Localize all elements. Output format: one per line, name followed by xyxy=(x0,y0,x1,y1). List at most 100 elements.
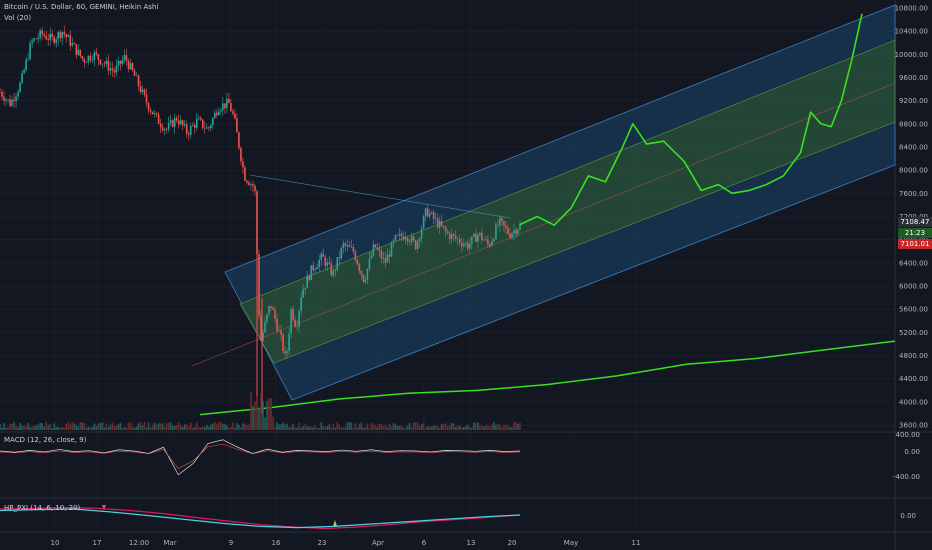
volume-bar xyxy=(310,426,312,430)
volume-label[interactable]: Vol (20) xyxy=(4,14,32,22)
candle-body xyxy=(501,218,503,222)
candle-body xyxy=(434,218,437,219)
candle-body xyxy=(87,55,90,63)
candle-body xyxy=(266,314,268,322)
volume-bar xyxy=(519,422,521,430)
candle-body xyxy=(479,232,481,235)
volume-bar xyxy=(477,422,479,430)
volume-bar xyxy=(380,423,383,430)
candle-body xyxy=(254,185,256,192)
ma-line xyxy=(199,340,896,416)
candle-body xyxy=(11,99,13,106)
moving-average-line xyxy=(199,340,896,416)
candle-body xyxy=(284,351,286,354)
volume-bar xyxy=(511,427,513,430)
volume-bar xyxy=(406,425,409,430)
macd-line xyxy=(0,439,521,476)
candle-body xyxy=(489,243,491,246)
candle-body xyxy=(167,123,170,130)
time-tick: 20 xyxy=(508,539,517,547)
candle-body xyxy=(374,244,377,248)
candle-body xyxy=(141,89,144,93)
candle-body xyxy=(145,94,148,104)
volume-bar xyxy=(320,422,323,430)
candle-body xyxy=(258,253,260,317)
time-tick: 11 xyxy=(632,539,641,547)
candle-body xyxy=(197,118,200,120)
macd-axis[interactable]: 400.00 0.00 -400.00 xyxy=(893,431,920,481)
volume-bar xyxy=(464,425,467,430)
hp-teal-line xyxy=(0,508,521,529)
candle-body xyxy=(400,233,403,237)
candle-body xyxy=(334,270,337,271)
volume-bar xyxy=(270,397,272,430)
candle-body xyxy=(380,250,383,259)
macd-tick: 400.00 xyxy=(896,431,921,439)
volume-bar xyxy=(426,425,429,430)
candle-body xyxy=(101,63,104,65)
candle-body xyxy=(320,253,323,260)
candle-body xyxy=(183,124,186,126)
candle-body xyxy=(61,31,64,39)
volume-bar xyxy=(45,422,47,430)
price-tick: 10400.00 xyxy=(895,28,928,36)
candle-body xyxy=(344,243,347,247)
volume-bar xyxy=(159,423,162,430)
price-tick: 5200.00 xyxy=(899,329,928,337)
candle-body xyxy=(181,120,184,126)
price-tick: 4000.00 xyxy=(899,398,928,406)
candle-body xyxy=(0,91,1,93)
regression-channel[interactable] xyxy=(191,4,896,401)
candle-body xyxy=(89,55,92,61)
candle-body xyxy=(208,127,210,129)
volume-bar xyxy=(199,427,202,430)
volume-bar xyxy=(85,427,88,430)
hp-label[interactable]: HP_PXI (14, 6, 10, 20) xyxy=(4,504,81,512)
volume-bar xyxy=(141,425,144,430)
candle-body xyxy=(462,244,465,247)
time-axis[interactable]: 10 17 12:00 Mar 9 16 23 Apr 6 13 20 May 11 xyxy=(51,539,641,547)
volume-bar xyxy=(75,424,78,430)
volume-bar xyxy=(236,423,238,430)
volume-bar xyxy=(348,422,351,430)
hp-axis[interactable]: 0.00 xyxy=(900,512,916,520)
candle-body xyxy=(428,213,431,217)
volume-bar xyxy=(125,427,128,430)
volume-bar xyxy=(91,426,94,430)
volume-bar xyxy=(9,423,11,430)
candle-body xyxy=(312,265,315,271)
candle-body xyxy=(422,216,425,229)
candle-body xyxy=(260,316,262,341)
forecast-path xyxy=(519,13,863,226)
price-axis[interactable]: 10800.00 10400.00 10000.00 9600.00 9200.00 88… xyxy=(895,4,928,429)
volume-bar xyxy=(246,425,248,430)
candle-body xyxy=(519,223,521,230)
candle-body xyxy=(268,306,270,315)
candle-body xyxy=(187,133,190,135)
volume-bar xyxy=(286,423,288,430)
candle-body xyxy=(466,242,469,249)
candle-body xyxy=(137,75,140,87)
candle-body xyxy=(491,241,493,246)
candle-body xyxy=(464,242,467,245)
volume-bar xyxy=(197,427,200,430)
volume-bar xyxy=(201,426,204,430)
candle-body xyxy=(414,240,417,249)
candle-body xyxy=(71,43,74,46)
price-badge-lower: 7101.01 xyxy=(898,239,932,249)
candle-body xyxy=(230,102,232,112)
macd-label[interactable]: MACD (12, 26, close, 9) xyxy=(4,436,87,444)
volume-bar xyxy=(312,427,315,430)
price-tick: 4400.00 xyxy=(899,375,928,383)
symbol-title[interactable]: Bitcoin / U.S. Dollar, 60, GEMINI, Heiki… xyxy=(4,3,159,11)
candle-body xyxy=(358,264,361,271)
volume-bar xyxy=(155,424,158,430)
candle-body xyxy=(280,330,282,335)
candle-body xyxy=(336,257,339,271)
candle-body xyxy=(282,334,284,352)
candle-body xyxy=(326,262,329,266)
candle-body xyxy=(454,235,457,239)
volume-bar xyxy=(19,422,21,430)
candle-body xyxy=(481,232,483,240)
